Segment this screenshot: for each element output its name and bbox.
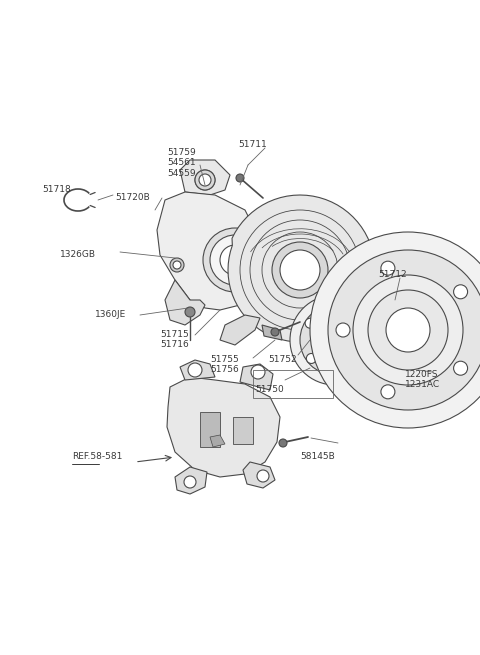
Text: 51711: 51711 [238, 140, 267, 149]
Circle shape [251, 365, 265, 379]
Circle shape [340, 363, 350, 373]
Polygon shape [175, 467, 207, 494]
Polygon shape [180, 160, 230, 195]
Circle shape [310, 232, 480, 428]
Polygon shape [262, 325, 282, 340]
Circle shape [360, 334, 370, 344]
Circle shape [271, 328, 279, 336]
Text: 1326GB: 1326GB [60, 250, 96, 259]
Circle shape [454, 285, 468, 299]
Polygon shape [210, 435, 225, 447]
Polygon shape [243, 462, 275, 488]
Polygon shape [228, 195, 375, 342]
Circle shape [353, 275, 463, 385]
Circle shape [236, 174, 244, 182]
Circle shape [170, 258, 184, 272]
Text: 51752: 51752 [268, 355, 297, 364]
Circle shape [188, 363, 202, 377]
Polygon shape [233, 417, 253, 444]
Circle shape [272, 242, 328, 298]
Text: 51718: 51718 [42, 185, 71, 194]
Circle shape [290, 295, 380, 385]
Circle shape [338, 306, 348, 316]
Circle shape [185, 307, 195, 317]
Circle shape [210, 235, 260, 285]
Text: 58145B: 58145B [300, 452, 335, 461]
Circle shape [184, 476, 196, 488]
Circle shape [280, 250, 320, 290]
Text: 51720B: 51720B [115, 193, 150, 202]
Circle shape [173, 261, 181, 269]
Circle shape [199, 174, 211, 186]
Circle shape [336, 323, 350, 337]
Polygon shape [165, 280, 205, 325]
Polygon shape [220, 315, 260, 345]
Circle shape [300, 305, 370, 375]
Circle shape [199, 174, 211, 186]
Circle shape [195, 170, 215, 190]
Text: REF.58-581: REF.58-581 [72, 452, 122, 461]
Text: 1220FS
1231AC: 1220FS 1231AC [405, 370, 440, 390]
Circle shape [328, 250, 480, 410]
Circle shape [195, 170, 215, 190]
Circle shape [279, 439, 287, 447]
Circle shape [306, 354, 316, 364]
Circle shape [381, 261, 395, 275]
Circle shape [368, 290, 448, 370]
Circle shape [220, 245, 250, 275]
Circle shape [321, 326, 349, 354]
Text: 51715
51716: 51715 51716 [160, 330, 189, 349]
Text: 1360JE: 1360JE [95, 310, 126, 319]
Text: 51755
51756: 51755 51756 [210, 355, 239, 375]
Polygon shape [157, 192, 263, 310]
Circle shape [257, 470, 269, 482]
Polygon shape [167, 377, 280, 477]
Polygon shape [240, 364, 273, 390]
Circle shape [381, 385, 395, 399]
Text: 51759
54561
54559: 51759 54561 54559 [167, 148, 196, 178]
Circle shape [327, 332, 343, 348]
Polygon shape [180, 360, 215, 380]
Text: 51750: 51750 [255, 385, 284, 394]
Circle shape [454, 361, 468, 375]
Circle shape [313, 318, 357, 362]
Circle shape [305, 318, 315, 328]
Circle shape [386, 308, 430, 352]
Polygon shape [200, 412, 220, 447]
Text: 51712: 51712 [378, 270, 407, 279]
Circle shape [203, 228, 267, 292]
